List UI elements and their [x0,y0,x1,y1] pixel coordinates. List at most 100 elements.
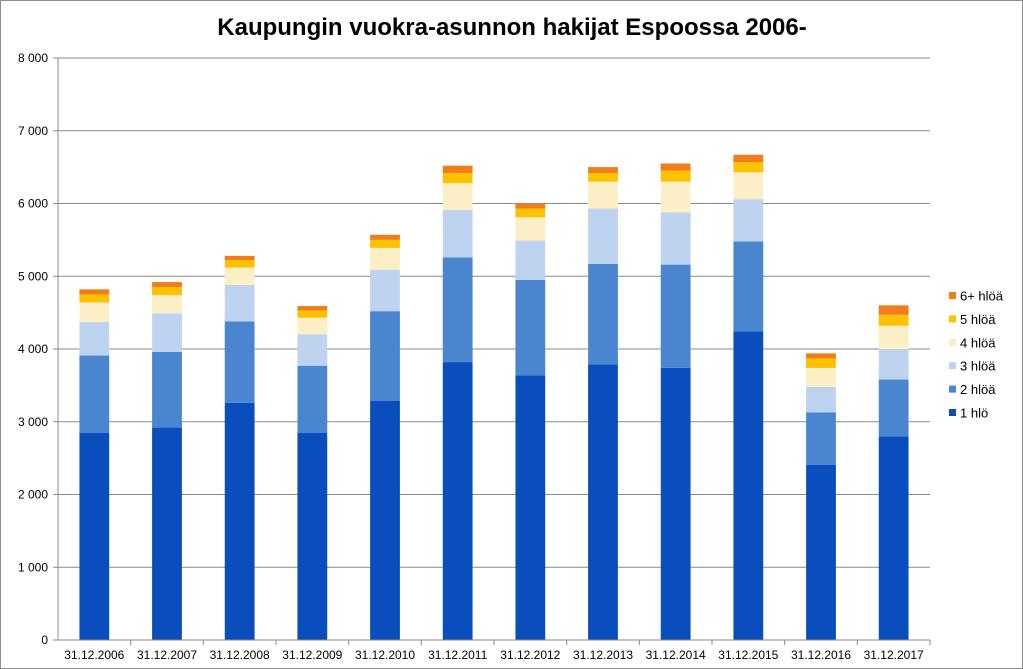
bar-segment [733,241,764,332]
bar-segment [79,322,110,356]
bar-segment [297,334,328,366]
bar-segment [515,217,546,241]
legend-swatch [949,338,956,346]
x-tick-label: 31.12.2012 [500,648,560,662]
bar-segment [152,287,182,296]
bar-segment [297,317,328,335]
y-tick-label: 1 000 [18,560,48,574]
y-tick-label: 4 000 [18,342,48,356]
bar-segment [660,264,691,368]
bar-segment [442,183,473,211]
bar-segment [878,379,909,437]
bar-segment [660,212,691,265]
bar-segment [588,172,618,182]
bar-segment [370,247,400,270]
legend-swatch [949,362,956,370]
bar-segment [660,163,691,171]
x-tick-label: 31.12.2010 [355,648,415,662]
y-tick-label: 6 000 [18,197,48,211]
chart-title: Kaupungin vuokra-asunnon hakijat Espooss… [217,14,806,41]
bar-segment [878,325,909,349]
bar-segment [442,165,473,173]
bar-segment [224,284,255,322]
bar-segment [660,181,691,213]
bar-segment [152,351,182,428]
x-tick-label: 31.12.2006 [64,648,124,662]
x-tick-label: 31.12.2013 [573,648,633,662]
bar-segment [878,436,909,640]
bar-segment [806,358,836,368]
bar-segment [733,162,764,173]
bar-segment [370,239,400,248]
bar-segment [224,255,255,261]
bar-segment [79,355,110,433]
bar-segment [878,349,909,380]
bar-segment [515,375,546,640]
bar-segment [370,311,400,401]
bar-segment [588,263,618,365]
bar-segment [806,353,836,359]
bar-segment [806,464,836,640]
bar-segment [588,208,618,264]
legend-swatch [949,385,956,393]
legend-label: 5 hlöä [960,312,996,327]
bar-segment [806,412,836,465]
bar-segment [79,302,110,323]
y-tick-label: 7 000 [18,124,48,138]
bar-segment [733,331,764,640]
bar-segment [370,234,400,240]
y-tick-label: 0 [41,633,48,647]
bar-segment [588,181,618,209]
bar-segment [442,362,473,640]
bar-segment [515,279,546,376]
y-axis-ticks: 0 1 000 2 000 3 000 4 000 5 000 6 000 7 000 8 00… [18,51,58,647]
legend-label: 4 hlöä [960,335,996,350]
bar-segment [152,295,182,314]
bar-segment [79,294,110,303]
legend-swatch [949,409,956,416]
bar-segment [660,170,691,182]
x-tick-label: 31.12.2007 [137,648,197,662]
bar-segment [152,282,182,288]
y-tick-label: 2 000 [18,488,48,502]
legend-label: 3 hlöä [960,359,996,374]
gridlines [58,57,930,568]
bar-segment [806,386,836,413]
x-tick-label: 31.12.2016 [791,648,851,662]
bar-segment [152,313,182,352]
bar-segment [878,305,909,315]
x-tick-label: 31.12.2014 [646,648,706,662]
bar-segment [442,172,473,184]
bar-segment [297,306,328,311]
x-axis-ticks: 31.12.2006 31.12.2007 31.12.2008 31.12.2009… [64,640,931,662]
bar-segment [370,400,400,640]
legend: 6+ hlöä 5 hlöä 4 hlöä 3 hlöä 2 hlöä 1 hlö [949,289,1004,421]
x-tick-label: 31.12.2008 [210,648,270,662]
legend-label: 1 hlö [960,406,988,421]
bar-segment [224,260,255,268]
bar-segment [442,257,473,363]
bar-segment [515,203,546,209]
bar-segment [733,199,764,242]
bar-segment [515,208,546,218]
bars [79,154,909,640]
bar-segment [224,402,255,640]
bar-segment [588,364,618,640]
legend-swatch [949,292,956,299]
legend-label: 6+ hlöä [960,289,1004,304]
bar-segment [588,167,618,173]
bar-segment [515,240,546,280]
bar-segment [733,172,764,200]
bar-segment [442,210,473,258]
x-tick-label: 31.12.2009 [282,648,342,662]
y-tick-label: 3 000 [18,415,48,429]
x-tick-label: 31.12.2017 [864,648,924,662]
bar-segment [224,267,255,285]
legend-label: 2 hlöä [960,382,996,397]
y-tick-label: 5 000 [18,269,48,283]
bar-segment [297,310,328,318]
bar-segment [152,427,182,640]
bar-segment [878,314,909,326]
